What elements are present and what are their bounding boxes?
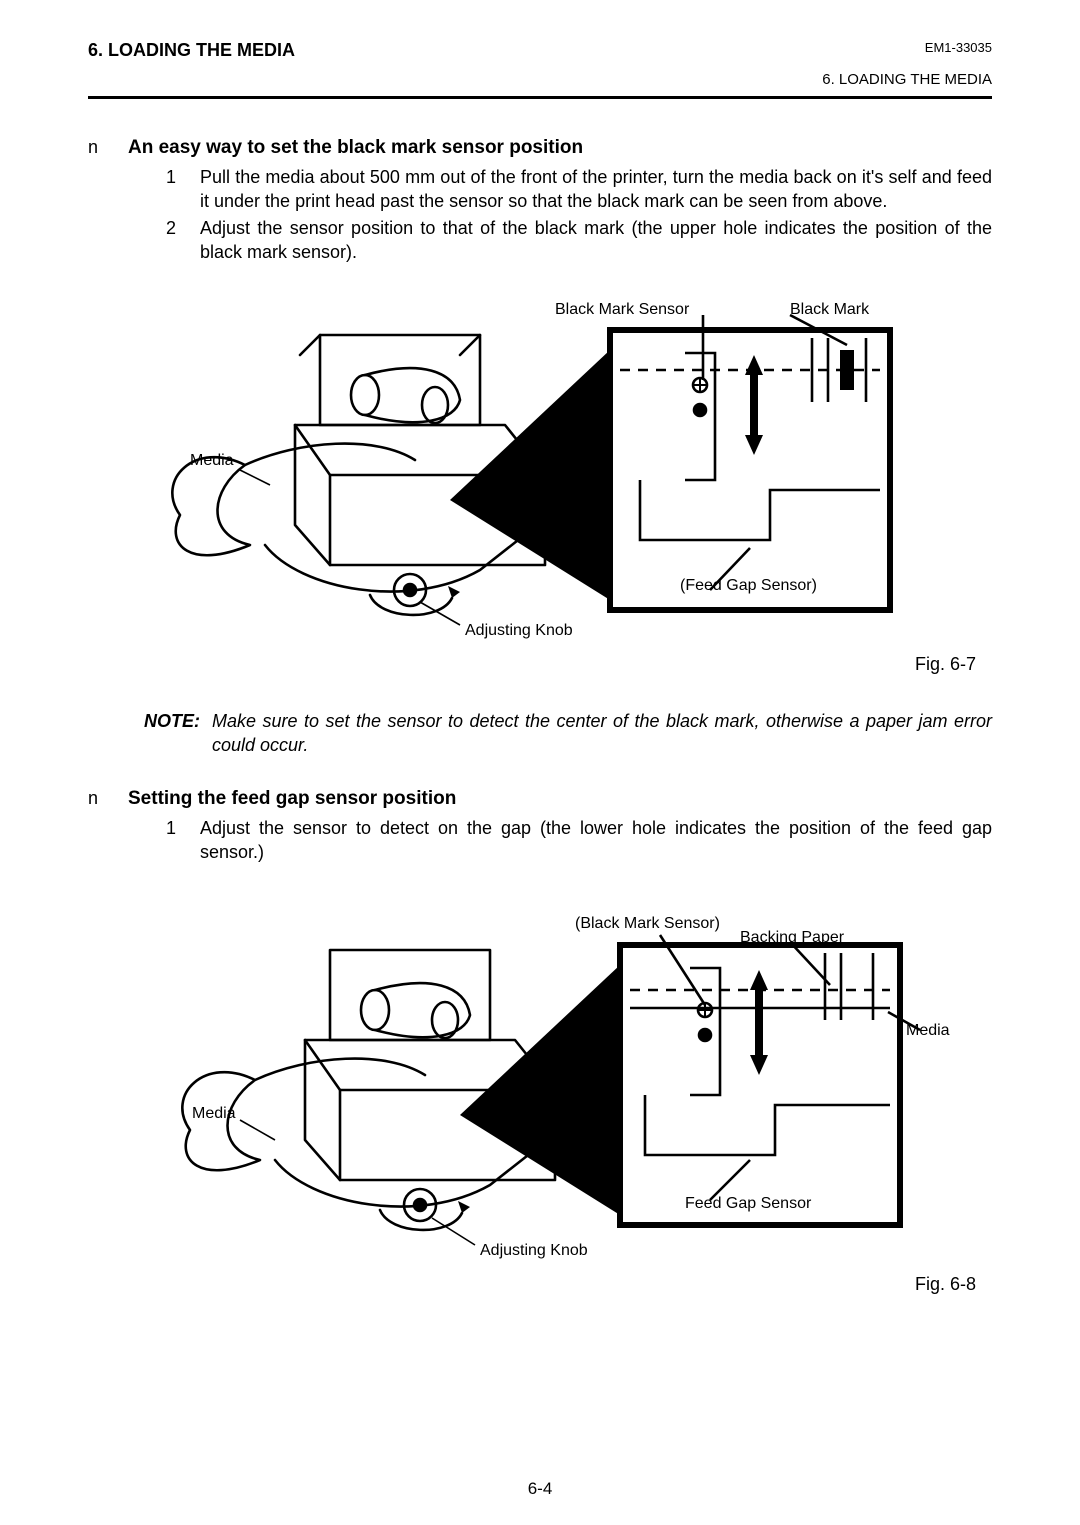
section-bullet: n [88, 788, 108, 809]
header-left: 6. LOADING THE MEDIA [88, 40, 295, 61]
figure-6-8: (Black Mark Sensor) Backing Paper Media … [88, 890, 992, 1295]
doc-id: EM1-33035 [822, 40, 992, 55]
figure-6-7-svg: Black Mark Sensor Black Mark Media (Feed… [150, 290, 930, 640]
figure-caption: Fig. 6-8 [88, 1274, 992, 1295]
figure-6-7: Black Mark Sensor Black Mark Media (Feed… [88, 290, 992, 675]
step-list: 1 Adjust the sensor to detect on the gap… [88, 816, 992, 865]
label-black-mark: Black Mark [790, 301, 870, 318]
label-media-right: Media [906, 1022, 950, 1039]
step-item: 1 Pull the media about 500 mm out of the… [166, 165, 992, 214]
step-number: 2 [166, 216, 182, 265]
section-feed-gap: n Setting the feed gap sensor position 1… [88, 788, 992, 1296]
section-heading: n Setting the feed gap sensor position [88, 788, 992, 810]
label-feed-gap-sensor: (Feed Gap Sensor) [680, 577, 817, 594]
page-header: 6. LOADING THE MEDIA EM1-33035 6. LOADIN… [88, 40, 992, 88]
step-item: 2 Adjust the sensor position to that of … [166, 216, 992, 265]
step-number: 1 [166, 816, 182, 865]
step-list: 1 Pull the media about 500 mm out of the… [88, 165, 992, 264]
header-right: EM1-33035 6. LOADING THE MEDIA [822, 40, 992, 88]
label-black-mark-sensor: Black Mark Sensor [555, 301, 690, 318]
step-number: 1 [166, 165, 182, 214]
section-black-mark: n An easy way to set the black mark sens… [88, 137, 992, 675]
step-text: Pull the media about 500 mm out of the f… [200, 165, 992, 214]
section-heading: n An easy way to set the black mark sens… [88, 137, 992, 159]
label-media: Media [190, 452, 234, 469]
step-text: Adjust the sensor position to that of th… [200, 216, 992, 265]
section-title: Setting the feed gap sensor position [128, 788, 456, 810]
label-media-left: Media [192, 1105, 236, 1122]
label-backing-paper: Backing Paper [740, 929, 845, 946]
step-item: 1 Adjust the sensor to detect on the gap… [166, 816, 992, 865]
figure-6-8-svg: (Black Mark Sensor) Backing Paper Media … [130, 890, 950, 1260]
note-text: Make sure to set the sensor to detect th… [212, 709, 992, 758]
note-label: NOTE: [144, 709, 200, 758]
section-bullet: n [88, 137, 108, 158]
label-adjusting-knob: Adjusting Knob [465, 622, 573, 639]
section-title: An easy way to set the black mark sensor… [128, 137, 583, 159]
label-black-mark-sensor: (Black Mark Sensor) [575, 915, 720, 932]
figure-caption: Fig. 6-7 [88, 654, 992, 675]
header-rule [88, 96, 992, 99]
step-text: Adjust the sensor to detect on the gap (… [200, 816, 992, 865]
note-block: NOTE: Make sure to set the sensor to det… [144, 709, 992, 758]
page-number: 6-4 [0, 1479, 1080, 1499]
running-title: 6. LOADING THE MEDIA [822, 71, 992, 88]
label-feed-gap-sensor: Feed Gap Sensor [685, 1195, 812, 1212]
page: 6. LOADING THE MEDIA EM1-33035 6. LOADIN… [0, 0, 1080, 1525]
label-adjusting-knob: Adjusting Knob [480, 1242, 588, 1259]
